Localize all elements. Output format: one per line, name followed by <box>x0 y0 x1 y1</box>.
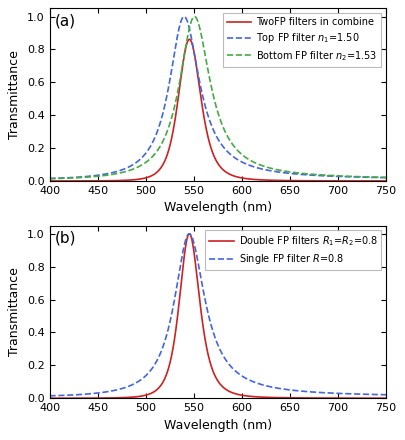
TwoFP filters in combine <box>191 46 196 51</box>
TwoFP filters in combine <box>47 178 52 183</box>
Y-axis label: Transmittance: Transmittance <box>9 268 21 356</box>
Double FP filters $R_1$=$R_2$=0.8 <box>377 396 382 401</box>
Top FP filter $n_1$=1.50 <box>47 176 52 181</box>
Line: Double FP filters $R_1$=$R_2$=0.8: Double FP filters $R_1$=$R_2$=0.8 <box>49 234 386 398</box>
TwoFP filters in combine <box>187 37 192 42</box>
Single FP filter $R$=0.8 <box>341 391 346 396</box>
Line: Bottom FP filter $n_2$=1.53: Bottom FP filter $n_2$=1.53 <box>49 17 386 179</box>
Bottom FP filter $n_2$=1.53 <box>192 14 197 19</box>
Single FP filter $R$=0.8 <box>85 391 90 396</box>
Top FP filter $n_1$=1.50 <box>191 45 196 51</box>
TwoFP filters in combine <box>85 178 90 183</box>
Top FP filter $n_1$=1.50 <box>341 174 346 179</box>
Bottom FP filter $n_2$=1.53 <box>105 172 110 178</box>
Top FP filter $n_1$=1.50 <box>85 174 90 179</box>
Bottom FP filter $n_2$=1.53 <box>176 85 181 90</box>
Bottom FP filter $n_2$=1.53 <box>384 175 388 180</box>
Single FP filter $R$=0.8 <box>384 392 388 397</box>
TwoFP filters in combine <box>105 178 110 183</box>
Double FP filters $R_1$=$R_2$=0.8 <box>341 396 346 401</box>
Single FP filter $R$=0.8 <box>105 389 110 394</box>
Double FP filters $R_1$=$R_2$=0.8 <box>384 396 388 401</box>
Bottom FP filter $n_2$=1.53 <box>47 176 52 181</box>
Single FP filter $R$=0.8 <box>176 273 181 279</box>
Y-axis label: Transmittance: Transmittance <box>9 50 21 139</box>
Single FP filter $R$=0.8 <box>377 392 382 397</box>
Legend: TwoFP filters in combine, Top FP filter $n_1$=1.50, Bottom FP filter $n_2$=1.53: TwoFP filters in combine, Top FP filter … <box>223 13 381 66</box>
Legend: Double FP filters $R_1$=$R_2$=0.8, Single FP filter $R$=0.8: Double FP filters $R_1$=$R_2$=0.8, Singl… <box>205 231 381 270</box>
Double FP filters $R_1$=$R_2$=0.8 <box>47 396 52 401</box>
Line: Single FP filter $R$=0.8: Single FP filter $R$=0.8 <box>49 234 386 396</box>
Line: Top FP filter $n_1$=1.50: Top FP filter $n_1$=1.50 <box>49 17 386 179</box>
Top FP filter $n_1$=1.50 <box>176 28 181 33</box>
Bottom FP filter $n_2$=1.53 <box>191 15 196 20</box>
Double FP filters $R_1$=$R_2$=0.8 <box>191 245 196 250</box>
Double FP filters $R_1$=$R_2$=0.8 <box>85 396 90 401</box>
Top FP filter $n_1$=1.50 <box>377 175 382 180</box>
Double FP filters $R_1$=$R_2$=0.8 <box>187 231 192 236</box>
Double FP filters $R_1$=$R_2$=0.8 <box>105 396 110 401</box>
TwoFP filters in combine <box>176 93 181 98</box>
Bottom FP filter $n_2$=1.53 <box>85 174 90 180</box>
TwoFP filters in combine <box>377 178 382 183</box>
Bottom FP filter $n_2$=1.53 <box>377 175 382 180</box>
Top FP filter $n_1$=1.50 <box>384 175 388 180</box>
Line: TwoFP filters in combine: TwoFP filters in combine <box>49 39 386 181</box>
TwoFP filters in combine <box>341 178 346 183</box>
Bottom FP filter $n_2$=1.53 <box>341 173 346 179</box>
X-axis label: Wavelength (nm): Wavelength (nm) <box>164 202 272 214</box>
Double FP filters $R_1$=$R_2$=0.8 <box>176 305 181 310</box>
Single FP filter $R$=0.8 <box>187 231 192 236</box>
X-axis label: Wavelength (nm): Wavelength (nm) <box>164 419 272 432</box>
Single FP filter $R$=0.8 <box>47 393 52 399</box>
Text: (a): (a) <box>55 14 76 29</box>
Top FP filter $n_1$=1.50 <box>105 171 110 176</box>
Top FP filter $n_1$=1.50 <box>182 14 187 19</box>
Text: (b): (b) <box>55 231 76 246</box>
TwoFP filters in combine <box>384 178 388 183</box>
Single FP filter $R$=0.8 <box>191 238 196 243</box>
